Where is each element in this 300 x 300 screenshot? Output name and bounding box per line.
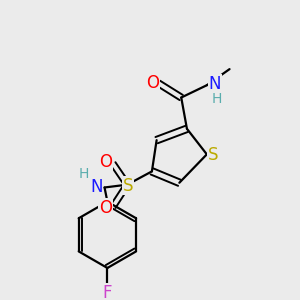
Text: S: S	[123, 177, 134, 195]
Text: O: O	[99, 199, 112, 217]
Text: N: N	[90, 178, 103, 196]
Text: H: H	[212, 92, 222, 106]
Text: O: O	[146, 74, 159, 92]
Text: F: F	[103, 284, 112, 300]
Text: O: O	[99, 153, 112, 171]
Text: N: N	[209, 75, 221, 93]
Text: H: H	[79, 167, 89, 181]
Text: S: S	[208, 146, 219, 164]
